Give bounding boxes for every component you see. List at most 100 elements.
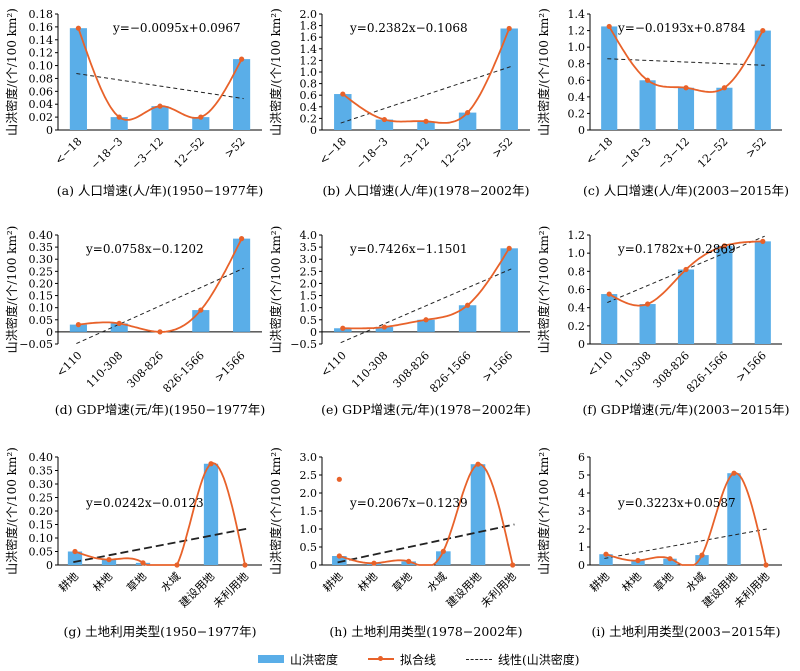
panel-caption: (c) 人口增速(人/年)(2003−2015年) bbox=[583, 183, 789, 198]
bar bbox=[436, 551, 451, 565]
y-tick-label: 2.0 bbox=[300, 487, 318, 500]
fit-point bbox=[506, 25, 512, 32]
y-tick-label: 1.0 bbox=[300, 523, 318, 536]
y-axis-title: 山洪密度/(个/100 km²) bbox=[268, 8, 283, 136]
y-tick-label: 0 bbox=[310, 124, 317, 137]
y-axis-title: 山洪密度/(个/100 km²) bbox=[4, 8, 19, 136]
fit-point bbox=[635, 557, 641, 564]
bar bbox=[417, 121, 435, 130]
x-tick-label: −3−12 bbox=[129, 135, 166, 172]
x-tick-label: 308-826 bbox=[391, 349, 433, 391]
fit-point bbox=[242, 562, 248, 568]
y-tick-label: 0.30 bbox=[29, 478, 54, 491]
y-tick-label: 0.6 bbox=[300, 89, 318, 102]
y-axis-title: 山洪密度/(个/100 km²) bbox=[4, 226, 19, 354]
y-tick-label: 5 bbox=[578, 469, 585, 482]
x-tick-label: 未利用地 bbox=[732, 570, 772, 610]
y-tick-label: 0 bbox=[46, 559, 53, 572]
fit-point bbox=[683, 266, 689, 273]
x-tick-label: 826-1566 bbox=[427, 349, 473, 395]
outlier-point bbox=[336, 476, 342, 482]
y-tick-label: 1 bbox=[578, 541, 585, 554]
y-tick-label: 3.0 bbox=[300, 451, 318, 464]
y-tick-label: 0.16 bbox=[29, 21, 54, 34]
legend-fit-label: 拟合线 bbox=[400, 652, 437, 667]
x-tick-label: −3−12 bbox=[655, 135, 692, 172]
bar bbox=[192, 310, 210, 332]
y-tick-label: 0 bbox=[46, 124, 53, 137]
x-tick-label: −18−3 bbox=[617, 135, 654, 172]
x-tick-label: <−18 bbox=[52, 135, 84, 167]
legend-fit-swatch bbox=[368, 656, 395, 661]
x-tick-label: 水域 bbox=[683, 570, 708, 595]
bar bbox=[203, 463, 219, 565]
y-tick-label: 2.5 bbox=[300, 265, 318, 278]
y-tick-label: 0 bbox=[46, 326, 53, 339]
chart-panel-e: −0.500.51.01.52.02.53.03.54.0 <110 110-308… bbox=[268, 226, 531, 417]
x-tick-label: 110-308 bbox=[349, 349, 391, 391]
x-tick-label: 草地 bbox=[651, 570, 676, 595]
linear-trendline bbox=[73, 527, 247, 563]
bar bbox=[695, 555, 709, 565]
chart-panel-a: 00.020.040.060.080.100.120.140.160.18 <−1… bbox=[4, 8, 263, 198]
fit-point bbox=[198, 307, 204, 313]
fit-point bbox=[465, 302, 471, 308]
y-tick-label: −0.05 bbox=[19, 338, 53, 351]
x-tick-label: >52 bbox=[490, 135, 516, 161]
bar bbox=[639, 304, 656, 344]
x-tick-label: 未利用地 bbox=[211, 570, 251, 610]
y-tick-label: 0.20 bbox=[29, 505, 54, 518]
fit-point bbox=[760, 27, 766, 34]
y-tick-label: 0.8 bbox=[300, 78, 318, 91]
fit-point bbox=[116, 114, 122, 120]
x-tick-label: >1566 bbox=[733, 349, 769, 385]
x-tick-label: 林地 bbox=[355, 569, 380, 594]
fit-point bbox=[72, 548, 78, 555]
y-tick-label: 0.8 bbox=[568, 58, 586, 71]
y-tick-label: 1.0 bbox=[568, 41, 586, 54]
x-tick-label: <−18 bbox=[583, 135, 615, 167]
y-tick-label: 0 bbox=[310, 559, 317, 572]
fit-point bbox=[475, 461, 481, 467]
panel-caption: (i) 土地利用类型(2003−2015年) bbox=[591, 624, 780, 639]
fit-point bbox=[157, 103, 163, 109]
x-tick-label: <110 bbox=[318, 349, 349, 380]
bar bbox=[677, 269, 695, 344]
x-tick-label: <110 bbox=[54, 349, 85, 380]
y-tick-label: 3 bbox=[578, 505, 585, 518]
y-tick-label: 0.15 bbox=[29, 290, 54, 303]
bar bbox=[500, 28, 518, 130]
trend-equation: y=0.7426x−1.1501 bbox=[349, 242, 468, 256]
x-tick-label: 12−52 bbox=[438, 135, 474, 171]
bar bbox=[754, 241, 771, 344]
fit-curve bbox=[342, 247, 510, 330]
x-tick-label: 建设用地 bbox=[176, 569, 217, 610]
chart-panel-g: 00.050.100.150.200.250.300.350.40 耕地 林地 草地水… bbox=[4, 447, 262, 639]
fit-point bbox=[340, 325, 346, 331]
x-tick-label: 草地 bbox=[124, 570, 149, 595]
x-tick-label: 110-308 bbox=[612, 349, 654, 391]
x-tick-label: <110 bbox=[585, 349, 616, 380]
x-tick-label: 林地 bbox=[619, 569, 644, 594]
x-tick-label: −18−3 bbox=[88, 135, 125, 172]
fit-point bbox=[645, 301, 651, 307]
legend-linear-label: 线性(山洪密度) bbox=[498, 652, 580, 667]
y-tick-label: 0.6 bbox=[568, 284, 586, 297]
fit-point bbox=[721, 243, 728, 249]
y-tick-label: 0.05 bbox=[29, 546, 54, 559]
bar bbox=[470, 464, 486, 565]
bar bbox=[332, 556, 347, 565]
panel-caption: (b) 人口增速(人/年)(1978−2002年) bbox=[322, 183, 529, 198]
y-tick-label: 3.0 bbox=[300, 253, 318, 266]
fit-point bbox=[106, 557, 112, 563]
y-tick-label: 0 bbox=[578, 124, 585, 137]
x-tick-label: 建设用地 bbox=[443, 569, 484, 610]
fit-point bbox=[423, 118, 429, 124]
y-tick-label: 0 bbox=[310, 326, 317, 339]
linear-trendline bbox=[76, 73, 244, 100]
chart-panel-c: 0 0.2 0.4 0.6 0.8 1.0 1.2 1.4 <−18 −18−3 −3−12 12−5… bbox=[536, 8, 789, 198]
bar bbox=[101, 559, 117, 565]
